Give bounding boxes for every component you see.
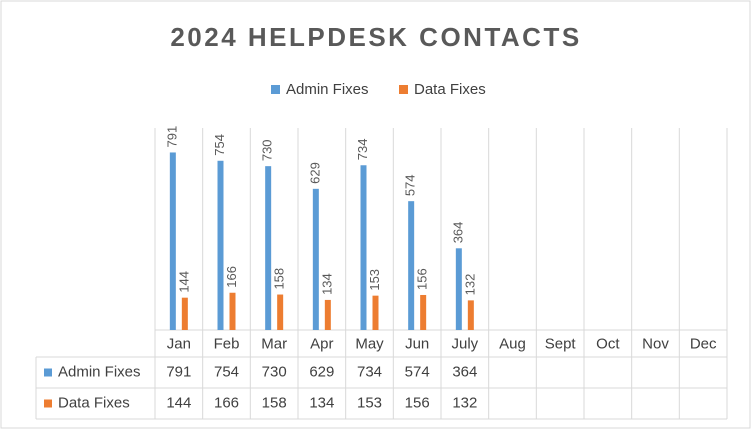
- x-tick-label: Dec: [690, 335, 717, 352]
- value-label: 156: [415, 268, 430, 290]
- value-label: 166: [224, 266, 239, 288]
- value-label: 364: [450, 222, 465, 244]
- legend-key: [271, 85, 280, 94]
- bar: [169, 152, 176, 330]
- table-cell: 153: [357, 394, 382, 411]
- bar: [312, 188, 319, 330]
- legend-label: Admin Fixes: [286, 81, 369, 98]
- table-row-label: Data Fixes: [58, 394, 130, 411]
- bar: [265, 166, 272, 330]
- value-label: 144: [176, 271, 191, 293]
- x-tick-label: Oct: [596, 335, 620, 352]
- value-label: 730: [260, 139, 275, 161]
- x-tick-label: July: [451, 335, 478, 352]
- table-cell: 629: [309, 363, 334, 380]
- legend-key: [399, 85, 408, 94]
- bar: [360, 165, 367, 330]
- value-label: 734: [355, 139, 370, 161]
- table-cell: 144: [166, 394, 191, 411]
- table-cell: 158: [262, 394, 287, 411]
- value-label: 134: [319, 273, 334, 295]
- x-tick-label: Nov: [642, 335, 669, 352]
- value-label: 158: [272, 268, 287, 290]
- bar: [420, 294, 427, 330]
- bar: [324, 299, 331, 330]
- x-tick-label: Aug: [499, 335, 526, 352]
- x-tick-label: Jan: [167, 335, 191, 352]
- x-tick-label: May: [355, 335, 384, 352]
- bar: [229, 292, 236, 330]
- x-tick-label: Jun: [405, 335, 429, 352]
- value-label: 629: [307, 162, 322, 184]
- bar: [277, 294, 284, 330]
- table-cell: 574: [405, 363, 430, 380]
- bar: [217, 160, 224, 330]
- table-cell: 754: [214, 363, 239, 380]
- x-tick-label: Mar: [261, 335, 287, 352]
- x-tick-label: Apr: [310, 335, 333, 352]
- table-row-label: Admin Fixes: [58, 363, 141, 380]
- x-tick-label: Sept: [545, 335, 577, 352]
- value-label: 153: [367, 269, 382, 291]
- value-label: 791: [164, 126, 179, 148]
- table-legend-key: [44, 368, 52, 377]
- value-label: 132: [462, 274, 477, 296]
- bar: [467, 300, 474, 330]
- table-cell: 734: [357, 363, 382, 380]
- table-legend-key: [44, 399, 52, 408]
- table-cell: 132: [452, 394, 477, 411]
- value-label: 574: [403, 174, 418, 196]
- bar: [408, 201, 415, 330]
- legend-label: Data Fixes: [414, 81, 486, 98]
- table-cell: 791: [166, 363, 191, 380]
- table-cell: 166: [214, 394, 239, 411]
- bar: [181, 297, 188, 330]
- table-cell: 134: [309, 394, 334, 411]
- value-label: 754: [212, 134, 227, 156]
- table-cell: 364: [452, 363, 477, 380]
- x-tick-label: Feb: [214, 335, 240, 352]
- bar: [372, 295, 379, 330]
- bar: [455, 248, 462, 330]
- table-cell: 156: [405, 394, 430, 411]
- chart-title: 2024 HELPDESK CONTACTS: [170, 22, 581, 52]
- table-cell: 730: [262, 363, 287, 380]
